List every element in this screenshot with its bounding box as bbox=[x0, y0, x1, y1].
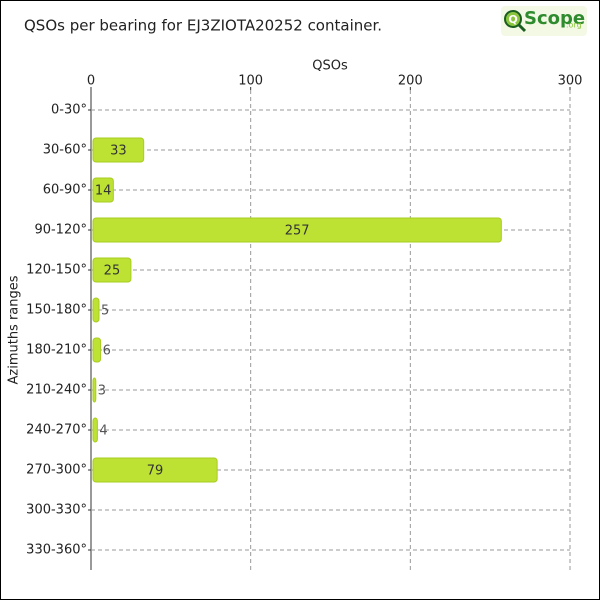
bar bbox=[92, 457, 218, 483]
y-tick-label: 0-30° bbox=[51, 103, 87, 118]
y-tick-label: 300-330° bbox=[26, 503, 87, 518]
value-label: 257 bbox=[285, 224, 310, 239]
value-label: 5 bbox=[101, 304, 109, 319]
logo-name: Scope bbox=[524, 8, 585, 29]
y-tick-label: 120-150° bbox=[26, 263, 87, 278]
value-label: 25 bbox=[104, 264, 121, 279]
bar bbox=[92, 177, 114, 203]
y-tick-label: 60-90° bbox=[43, 183, 87, 198]
logo-icon bbox=[504, 10, 522, 28]
y-tick-label: 90-120° bbox=[34, 223, 87, 238]
value-label: 14 bbox=[95, 184, 112, 199]
bar bbox=[92, 137, 145, 163]
x-tick-label: 300 bbox=[558, 74, 583, 89]
bar bbox=[92, 417, 98, 443]
bar bbox=[92, 257, 132, 283]
logo-mark: Q bbox=[508, 13, 517, 26]
logo-tld: .org bbox=[566, 21, 582, 30]
x-tick-label: 0 bbox=[87, 74, 95, 89]
x-axis-label: QSOs bbox=[312, 59, 348, 74]
value-label: 79 bbox=[147, 464, 164, 479]
bar bbox=[92, 297, 100, 323]
y-tick-label: 330-360° bbox=[26, 543, 87, 558]
y-tick-label: 150-180° bbox=[26, 303, 87, 318]
y-tick-label: 240-270° bbox=[26, 423, 87, 438]
value-label: 4 bbox=[99, 424, 107, 439]
y-tick-label: 210-240° bbox=[26, 383, 87, 398]
logo-handle bbox=[517, 23, 527, 33]
bar bbox=[92, 217, 502, 243]
x-tick-label: 200 bbox=[398, 74, 423, 89]
y-tick-label: 270-300° bbox=[26, 463, 87, 478]
value-label: 33 bbox=[110, 144, 127, 159]
value-label: 6 bbox=[103, 344, 111, 359]
bar bbox=[92, 377, 97, 403]
bar bbox=[92, 337, 102, 363]
y-axis-label: Azimuths ranges bbox=[7, 275, 22, 384]
chart-title: QSOs per bearing for EJ3ZIOTA20252 conta… bbox=[24, 17, 382, 35]
y-tick-label: 180-210° bbox=[26, 343, 87, 358]
x-tick-label: 100 bbox=[238, 74, 263, 89]
logo: Q Scope .org bbox=[501, 6, 587, 36]
value-label: 3 bbox=[98, 384, 106, 399]
y-tick-label: 30-60° bbox=[43, 143, 87, 158]
